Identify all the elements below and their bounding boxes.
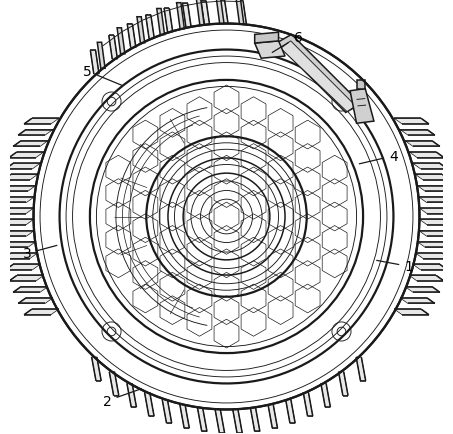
Polygon shape: [219, 1, 228, 24]
Polygon shape: [92, 357, 101, 381]
Polygon shape: [233, 409, 242, 433]
Polygon shape: [197, 0, 204, 26]
Polygon shape: [1, 242, 36, 248]
Polygon shape: [13, 141, 48, 147]
Polygon shape: [357, 81, 365, 89]
Polygon shape: [251, 408, 260, 431]
Polygon shape: [109, 36, 117, 60]
Polygon shape: [24, 309, 59, 315]
Polygon shape: [413, 164, 448, 169]
Polygon shape: [18, 298, 53, 304]
Polygon shape: [400, 298, 435, 304]
Polygon shape: [238, 1, 246, 25]
Polygon shape: [201, 2, 210, 26]
Polygon shape: [0, 197, 34, 203]
Polygon shape: [127, 383, 136, 407]
Text: 6: 6: [272, 30, 303, 53]
Polygon shape: [419, 220, 453, 225]
Polygon shape: [183, 4, 191, 28]
Polygon shape: [164, 9, 173, 33]
Polygon shape: [9, 153, 43, 158]
Polygon shape: [177, 3, 184, 30]
Polygon shape: [268, 404, 278, 428]
Polygon shape: [0, 220, 34, 225]
Polygon shape: [415, 253, 450, 259]
Polygon shape: [137, 18, 145, 44]
Text: 5: 5: [83, 65, 122, 86]
Polygon shape: [356, 357, 366, 381]
Polygon shape: [236, 0, 244, 25]
Polygon shape: [3, 253, 38, 259]
Polygon shape: [405, 287, 440, 293]
Polygon shape: [5, 265, 40, 270]
Polygon shape: [180, 404, 189, 428]
Text: 4: 4: [359, 149, 398, 164]
Polygon shape: [321, 383, 330, 407]
Polygon shape: [394, 119, 429, 125]
Polygon shape: [9, 276, 43, 281]
Polygon shape: [90, 51, 99, 75]
Polygon shape: [417, 186, 452, 192]
Polygon shape: [0, 231, 34, 237]
Polygon shape: [1, 186, 36, 192]
Polygon shape: [281, 42, 356, 112]
Polygon shape: [255, 42, 285, 59]
Polygon shape: [117, 29, 125, 55]
Polygon shape: [215, 409, 225, 433]
Polygon shape: [24, 119, 59, 125]
Polygon shape: [405, 141, 440, 147]
Polygon shape: [162, 399, 172, 423]
Text: 3: 3: [23, 246, 57, 261]
Polygon shape: [198, 408, 207, 431]
Text: 1: 1: [376, 260, 413, 274]
Polygon shape: [413, 265, 448, 270]
Polygon shape: [18, 130, 53, 136]
Polygon shape: [350, 89, 374, 124]
Polygon shape: [419, 231, 453, 237]
Polygon shape: [410, 276, 444, 281]
Polygon shape: [145, 16, 154, 39]
Polygon shape: [0, 209, 34, 214]
Polygon shape: [97, 43, 105, 69]
Polygon shape: [400, 130, 435, 136]
Polygon shape: [338, 372, 348, 396]
Polygon shape: [145, 392, 154, 416]
Polygon shape: [109, 372, 119, 396]
Text: 2: 2: [103, 389, 141, 408]
Polygon shape: [417, 242, 452, 248]
Polygon shape: [394, 309, 429, 315]
Polygon shape: [285, 399, 295, 423]
Polygon shape: [276, 35, 361, 113]
Polygon shape: [157, 10, 164, 36]
Polygon shape: [127, 25, 136, 49]
Polygon shape: [3, 175, 38, 181]
Polygon shape: [415, 175, 450, 181]
Polygon shape: [419, 209, 453, 214]
Polygon shape: [255, 33, 279, 44]
Polygon shape: [216, 0, 224, 25]
Polygon shape: [410, 153, 444, 158]
Polygon shape: [419, 197, 453, 203]
Polygon shape: [303, 392, 313, 416]
Polygon shape: [5, 164, 40, 169]
Polygon shape: [13, 287, 48, 293]
